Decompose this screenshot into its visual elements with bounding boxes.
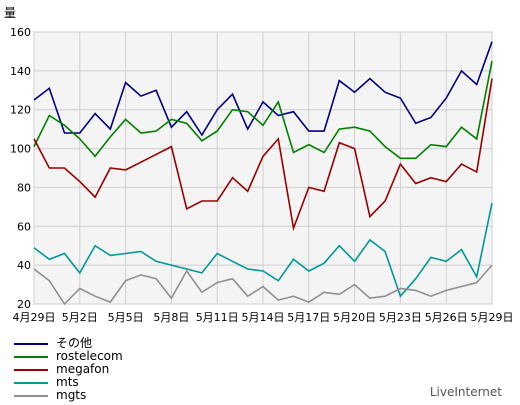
x-tick-labels: 4月29日 5月2日 5月5日 5月8日 5月11日 5月14日 5月17日 5月20日 5月2… bbox=[13, 311, 514, 324]
legend-item: mts bbox=[14, 376, 123, 389]
x-tick-label: 4月29日 bbox=[13, 311, 56, 324]
legend-item: megafon bbox=[14, 363, 123, 376]
series-line-megafon bbox=[33, 78, 493, 232]
y-tick-label: 100 bbox=[10, 143, 31, 156]
horizontal-grid bbox=[34, 31, 492, 305]
y-axis-label: 量 bbox=[4, 6, 16, 20]
y-tick-label: 120 bbox=[10, 104, 31, 117]
series-line-rostelecom bbox=[33, 60, 493, 160]
y-tick-label: 20 bbox=[17, 298, 31, 311]
y-tick-label: 140 bbox=[10, 65, 31, 78]
legend-item: rostelecom bbox=[14, 350, 123, 363]
x-tick-label: 5月17日 bbox=[287, 311, 330, 324]
legend-swatch bbox=[14, 381, 48, 384]
x-tick-label: 5月20日 bbox=[333, 311, 376, 324]
series-line-その他 bbox=[33, 41, 493, 137]
series-lines bbox=[33, 41, 493, 306]
x-tick-label: 5月2日 bbox=[62, 311, 98, 324]
x-tick-label: 5月5日 bbox=[108, 311, 144, 324]
vertical-grid bbox=[33, 32, 493, 304]
x-tick-label: 5月8日 bbox=[153, 311, 189, 324]
legend-label: mgts bbox=[56, 388, 87, 402]
x-tick-label: 5月14日 bbox=[242, 311, 285, 324]
legend-label: rostelecom bbox=[56, 349, 123, 363]
legend-item: mgts bbox=[14, 389, 123, 402]
series-line-mts bbox=[33, 202, 493, 298]
legend: その他 rostelecom megafon mts mgts bbox=[14, 337, 123, 402]
y-tick-labels: 20 40 60 80 100 120 140 160 bbox=[10, 26, 31, 311]
x-tick-label: 5月23日 bbox=[379, 311, 422, 324]
legend-item: その他 bbox=[14, 337, 123, 350]
x-tick-label: 5月11日 bbox=[196, 311, 239, 324]
series-line-mgts bbox=[33, 264, 493, 306]
legend-label: megafon bbox=[56, 362, 110, 376]
legend-label: その他 bbox=[56, 336, 93, 350]
y-tick-label: 80 bbox=[17, 181, 31, 194]
x-tick-label: 5月26日 bbox=[425, 311, 468, 324]
y-tick-label: 60 bbox=[17, 220, 31, 233]
legend-swatch bbox=[14, 394, 48, 397]
y-tick-label: 40 bbox=[17, 259, 31, 272]
legend-swatch bbox=[14, 368, 48, 371]
y-tick-label: 160 bbox=[10, 26, 31, 39]
legend-swatch bbox=[14, 342, 48, 345]
brand-label: LiveInternet bbox=[429, 385, 502, 399]
legend-label: mts bbox=[56, 375, 79, 389]
legend-swatch bbox=[14, 355, 48, 358]
x-tick-label: 5月29日 bbox=[471, 311, 514, 324]
